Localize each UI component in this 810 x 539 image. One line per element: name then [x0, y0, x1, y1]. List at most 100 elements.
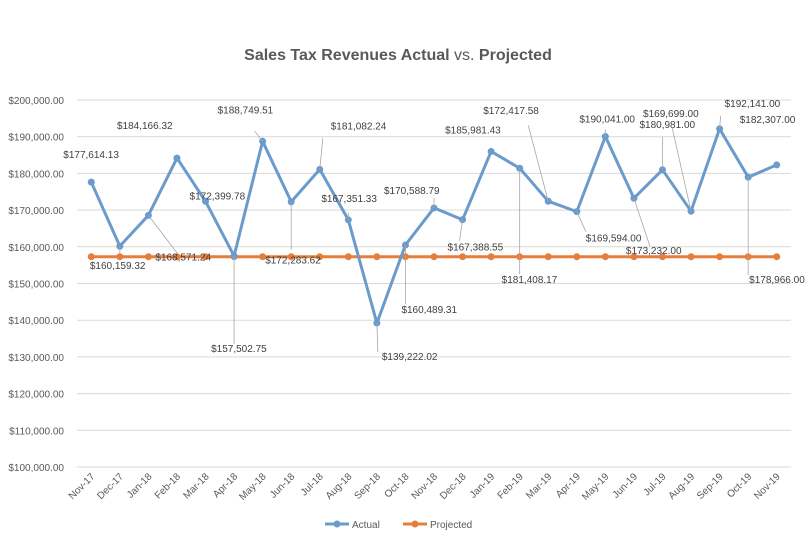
x-tick-label: Oct-18 — [383, 471, 412, 500]
data-point-projected — [716, 253, 724, 261]
data-label: $172,417.58 — [483, 106, 539, 117]
data-point-actual — [87, 178, 95, 186]
data-point-projected — [487, 253, 495, 261]
data-label: $160,159.32 — [90, 261, 146, 272]
legend: Actual Projected — [325, 520, 472, 531]
gridlines — [77, 99, 791, 468]
series-group — [87, 125, 781, 327]
data-label: $181,082.24 — [331, 121, 387, 132]
data-label: $167,351.33 — [321, 194, 377, 205]
x-tick-label: Aug-19 — [667, 471, 698, 502]
data-point-actual — [487, 147, 495, 155]
leader-line — [376, 323, 379, 353]
data-label: $188,749.51 — [218, 105, 274, 116]
data-point-projected — [144, 253, 152, 261]
x-tick-label: Feb-19 — [496, 471, 526, 501]
data-label: $181,408.17 — [502, 275, 558, 286]
x-tick-label: Mar-19 — [524, 471, 554, 501]
x-tick-label: Nov-18 — [410, 471, 441, 502]
data-label: $168,571.24 — [155, 252, 211, 263]
data-label: $172,283.62 — [265, 256, 321, 267]
data-label: $167,388.55 — [448, 243, 504, 254]
x-tick-label: Apr-19 — [554, 471, 583, 500]
data-label: $184,166.32 — [117, 121, 173, 132]
y-axis: $100,000.00 $110,000.00 $120,000.00 $130,00… — [8, 96, 64, 474]
y-tick-label: $190,000.00 — [8, 133, 64, 144]
leader-line — [527, 125, 549, 202]
data-point-projected — [344, 253, 352, 261]
x-tick-label: Dec-18 — [438, 471, 469, 502]
leader-line — [671, 127, 692, 212]
data-point-projected — [630, 253, 638, 261]
y-tick-label: $100,000.00 — [8, 463, 64, 474]
data-label: $139,222.02 — [382, 352, 438, 363]
x-tick-label: Jun-18 — [268, 471, 298, 501]
data-point-projected — [601, 253, 609, 261]
data-label: $190,041.00 — [579, 115, 635, 126]
x-tick-label: Sep-19 — [695, 471, 726, 502]
data-labels: $177,614.13 $160,159.32 $168,571.24 $184,16… — [63, 99, 805, 363]
leader-line — [254, 131, 263, 142]
data-label: $192,141.00 — [725, 99, 781, 110]
data-label: $169,699.00 — [643, 109, 699, 120]
data-point-projected — [430, 253, 438, 261]
x-tick-label: Jul-19 — [642, 471, 669, 498]
data-label: $157,502.75 — [211, 344, 267, 355]
leader-line — [319, 138, 324, 170]
data-label: $177,614.13 — [63, 150, 119, 161]
legend-label: Projected — [430, 520, 472, 531]
y-tick-label: $200,000.00 — [8, 96, 64, 107]
x-tick-label: Sep-18 — [352, 471, 383, 502]
data-point-projected — [202, 253, 210, 261]
x-tick-label: May-18 — [237, 471, 269, 503]
y-tick-label: $140,000.00 — [8, 316, 64, 327]
data-point-projected — [687, 253, 695, 261]
data-label: $185,981.43 — [445, 125, 501, 136]
x-tick-label: May-19 — [580, 471, 612, 503]
legend-marker — [411, 520, 419, 528]
data-label: $170,588.79 — [384, 186, 440, 197]
data-point-actual — [773, 161, 781, 169]
data-point-projected — [316, 253, 324, 261]
y-tick-label: $120,000.00 — [8, 390, 64, 401]
y-tick-label: $110,000.00 — [9, 426, 64, 437]
leader-line — [633, 198, 651, 247]
data-point-projected — [173, 253, 181, 261]
x-tick-label: Jun-19 — [611, 471, 641, 501]
y-tick-label: $130,000.00 — [8, 353, 64, 364]
data-point-actual — [173, 154, 181, 162]
x-tick-label: Apr-18 — [211, 471, 240, 500]
x-tick-label: Mar-18 — [181, 471, 211, 501]
data-label: $173,232.00 — [626, 246, 682, 257]
data-label: $182,307.00 — [740, 115, 796, 126]
x-tick-label: Jan-19 — [468, 471, 498, 501]
leader-line — [148, 215, 178, 254]
data-point-projected — [573, 253, 581, 261]
data-point-projected — [373, 253, 381, 261]
data-label: $169,594.00 — [586, 234, 642, 245]
data-point-projected — [259, 253, 267, 261]
series-line-actual — [89, 127, 778, 325]
legend-marker — [333, 520, 341, 528]
x-tick-label: Jan-18 — [125, 471, 155, 501]
x-tick-label: Jul-18 — [299, 471, 326, 498]
y-tick-label: $180,000.00 — [8, 169, 64, 180]
data-point-projected — [773, 253, 781, 261]
data-point-projected — [658, 253, 666, 261]
x-tick-label: Nov-19 — [752, 471, 783, 502]
data-point-projected — [116, 253, 124, 261]
data-point-projected — [544, 253, 552, 261]
data-point-projected — [459, 253, 467, 261]
y-tick-label: $170,000.00 — [8, 206, 64, 217]
leader-line — [576, 211, 587, 232]
x-tick-label: Dec-17 — [95, 471, 126, 502]
data-label: $178,966.00 — [749, 275, 805, 286]
y-tick-label: $160,000.00 — [8, 243, 64, 254]
leader-line — [719, 115, 721, 129]
x-tick-label: Oct-19 — [725, 471, 754, 500]
y-tick-label: $150,000.00 — [8, 280, 64, 291]
data-label: $180,981.00 — [639, 120, 695, 131]
data-point-projected — [287, 253, 295, 261]
